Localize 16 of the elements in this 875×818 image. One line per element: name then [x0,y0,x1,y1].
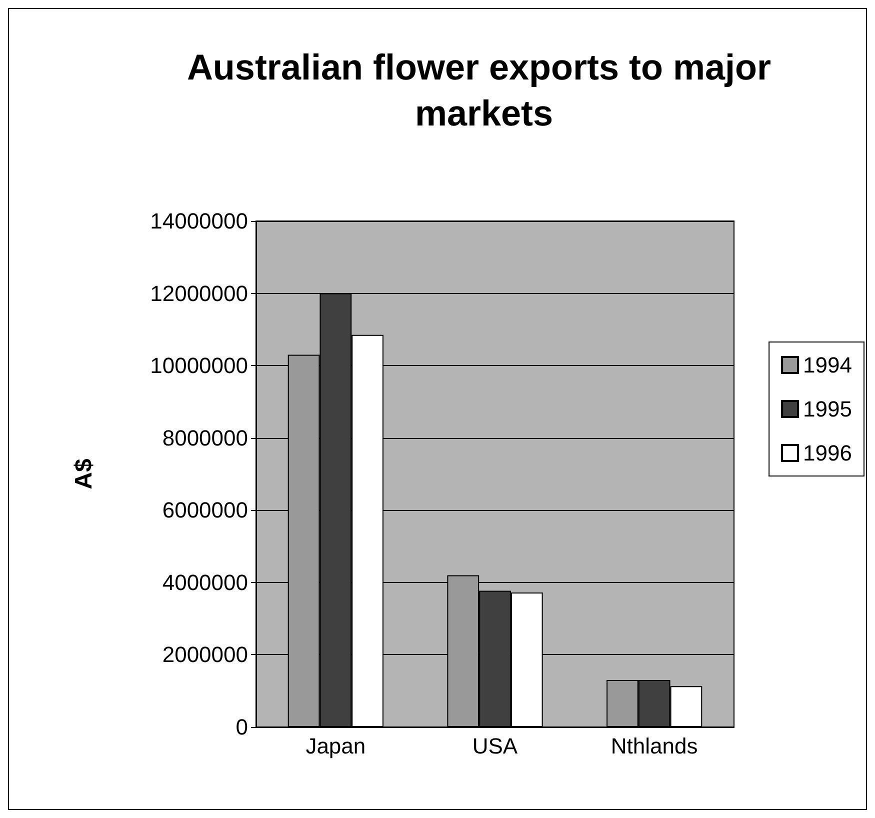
x-tick-label: Japan [306,734,366,758]
y-tick-label: 12000000 [150,280,248,306]
chart-title: Australian flower exports to major markets [186,46,782,134]
x-tick-label: Nthlands [610,734,698,758]
y-tick-label: 0 [236,714,248,740]
y-tick-label: 2000000 [162,642,248,668]
y-axis-title: A$ [70,458,98,490]
y-tick-label: 10000000 [150,353,248,378]
legend-label: 1996 [803,440,852,466]
legend-label: 1995 [803,396,852,422]
y-tick-label: 8000000 [162,425,248,450]
x-tick-label: USA [472,734,518,758]
y-tick-label: 6000000 [162,498,248,523]
y-tick-label: 4000000 [162,570,248,595]
y-tick-label: 14000000 [150,208,248,234]
legend-label: 1994 [803,352,852,378]
